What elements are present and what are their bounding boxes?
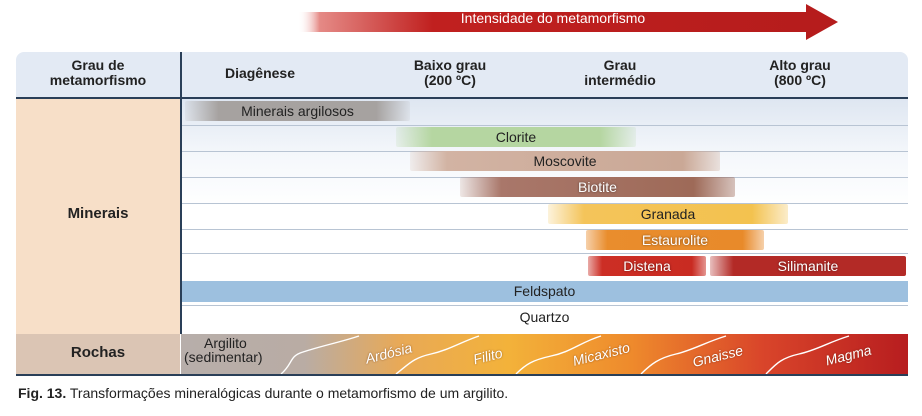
arrow-label: Intensidade do metamorfismo	[460, 10, 646, 26]
bar-granada: Granada	[548, 204, 788, 224]
minerais-row-label-cell	[16, 99, 180, 334]
header-col0-line1: Grau de	[71, 57, 125, 73]
grid-line	[181, 125, 908, 126]
rochas-row-label-cell	[16, 334, 180, 374]
bar-quartzo: Quartzo	[181, 307, 908, 327]
header-alto-line2: (800 ºC)	[774, 72, 826, 88]
header-col0-line2: metamorfismo	[49, 72, 147, 88]
header-grau-metamorfismo: Grau de metamorfismo	[16, 58, 180, 88]
header-alto-line1: Alto grau	[769, 57, 831, 73]
header-inter-line1: Grau	[603, 57, 637, 73]
caption-label: Fig. 13.	[18, 385, 67, 401]
caption-text: Transformações mineralógicas durante o m…	[66, 385, 509, 401]
grid-line	[181, 305, 908, 306]
column-divider	[180, 52, 182, 334]
bar-moscovite: Moscovite	[410, 151, 720, 171]
header-diagenese: Diagênese	[224, 65, 296, 81]
rock-argilito-line1: Argilito	[204, 335, 247, 351]
header-grau-intermedio: Grau intermédio	[565, 58, 675, 88]
figure-caption: Fig. 13. Transformações mineralógicas du…	[18, 385, 508, 401]
bar-estaurolite: Estaurolite	[586, 230, 764, 250]
header-divider	[16, 97, 908, 99]
row-label-rochas: Rochas	[70, 344, 126, 361]
header-inter-line2: intermédio	[584, 72, 656, 88]
grid-line	[181, 203, 908, 204]
table-header	[16, 52, 908, 98]
grid-line	[181, 229, 908, 230]
table-bottom-border	[16, 374, 908, 376]
metamorphism-intensity-arrow	[298, 4, 838, 40]
header-baixo-grau: Baixo grau (200 ºC)	[395, 58, 505, 88]
header-baixo-line2: (200 ºC)	[424, 72, 476, 88]
header-baixo-line1: Baixo grau	[413, 57, 487, 73]
bar-biotite: Biotite	[460, 177, 735, 197]
bar-minerais-argilosos: Minerais argilosos	[185, 101, 410, 121]
bar-clorite: Clorite	[396, 127, 636, 147]
header-alto-grau: Alto grau (800 ºC)	[745, 58, 855, 88]
row-label-minerais: Minerais	[67, 205, 129, 222]
rock-sequence-band	[181, 334, 908, 374]
rock-argilito-line2: (sedimentar)	[184, 349, 263, 365]
bar-distena: Distena	[588, 256, 706, 276]
bar-silimanite: Silimanite	[710, 256, 906, 276]
grid-line	[181, 253, 908, 254]
bar-feldspato: Feldspato	[181, 281, 908, 302]
rock-argilito: Argilito (sedimentar)	[184, 336, 263, 364]
